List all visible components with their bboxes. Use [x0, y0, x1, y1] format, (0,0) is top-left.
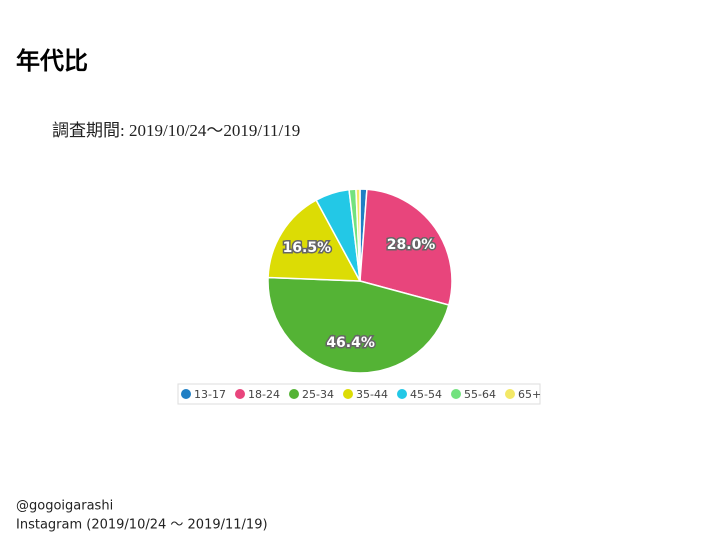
- legend-label: 65+: [518, 388, 541, 401]
- legend-label: 55-64: [464, 388, 496, 401]
- legend-marker: [451, 389, 461, 399]
- pie-slice: [359, 188, 453, 306]
- legend-label: 35-44: [356, 388, 388, 401]
- legend-marker: [181, 389, 191, 399]
- pie-slice: [267, 199, 362, 282]
- legend-label: 18-24: [248, 388, 280, 401]
- legend-label: 45-54: [410, 388, 442, 401]
- data-label: 16.5%: [283, 240, 332, 256]
- data-label: 28.0%: [387, 237, 436, 253]
- legend-box: [177, 383, 541, 405]
- legend-marker: [235, 389, 245, 399]
- legend-marker: [289, 389, 299, 399]
- slide-title: 年代比: [16, 47, 88, 75]
- period: 調査期間: 2019/10/24～2019/11/19: [52, 121, 300, 140]
- legend-marker: [343, 389, 353, 399]
- legend-label: 25-34: [302, 388, 334, 401]
- pie-slice: [355, 188, 361, 282]
- pie-slice: [267, 276, 450, 374]
- legend-marker: [397, 389, 407, 399]
- footer-line: @gogoigarashi: [16, 499, 113, 514]
- legend-label: 13-17: [194, 388, 226, 401]
- legend-marker: [505, 389, 515, 399]
- footer-line: Instagram (2019/10/24 ～ 2019/11/19): [16, 518, 268, 533]
- data-label: 46.4%: [326, 335, 375, 351]
